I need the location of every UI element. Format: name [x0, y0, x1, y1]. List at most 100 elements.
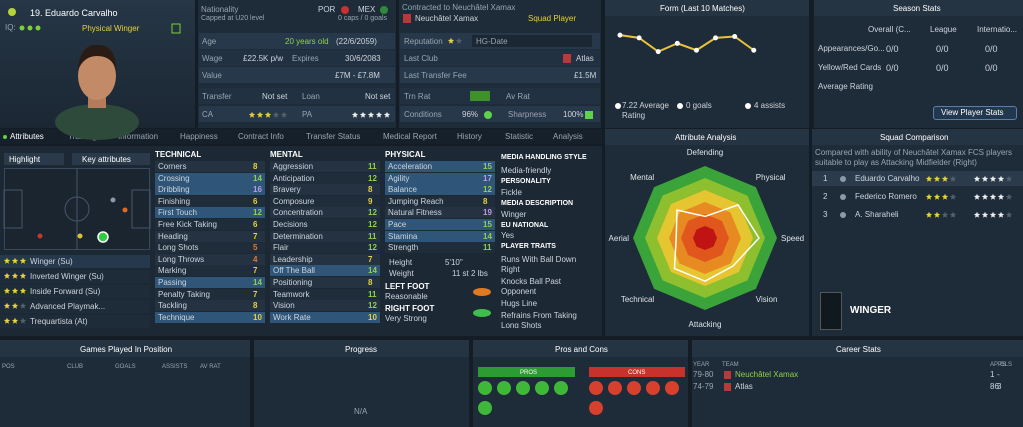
star-icon [248, 111, 256, 118]
media-heading: MEDIA HANDLING STYLE [501, 154, 587, 161]
info-row [199, 88, 395, 104]
attr-row [155, 265, 265, 277]
label: Trn Rat [404, 92, 431, 101]
form-line [619, 34, 755, 53]
info-row [199, 33, 395, 49]
season-title: Season Stats [893, 4, 941, 13]
attr-name: Natural Fitness [388, 208, 442, 218]
crest [724, 371, 731, 379]
expires: 30/6/2083 [345, 54, 381, 63]
tab[interactable]: Medical Report [383, 132, 437, 141]
key-attributes[interactable]: Key attributes [82, 155, 131, 164]
attr-row [270, 207, 380, 219]
star-icon [1005, 211, 1013, 218]
attr-value: 16 [253, 185, 262, 195]
wage: £22.5K p/w [243, 54, 284, 63]
star-icon [941, 211, 949, 218]
column-header: GOALS [115, 364, 136, 370]
trait: Knocks Ball Past Opponent [501, 277, 562, 296]
radar-label: Physical [756, 173, 786, 182]
tab[interactable]: History [457, 132, 482, 141]
flag [341, 6, 349, 14]
assists: 4 assists [754, 101, 786, 110]
attr-value: 14 [483, 231, 492, 241]
avg-icon [615, 103, 621, 109]
squad-row [812, 171, 1023, 186]
attr-row [270, 311, 380, 323]
squad-player: A. Sharaheli [855, 210, 899, 219]
attr-value: 8 [368, 185, 373, 195]
column-header: League [930, 25, 957, 34]
view-stats-button [933, 106, 1017, 120]
section-title: TECHNICAL [155, 150, 202, 159]
attr-row [155, 207, 265, 219]
section-title: MENTAL [270, 150, 303, 159]
star-icon [981, 193, 989, 200]
career-cell: Atlas [735, 382, 753, 391]
attr-row [270, 265, 380, 277]
attr-value: 14 [368, 266, 377, 276]
tab[interactable]: Happiness [180, 132, 218, 141]
attr-name: Aggression [273, 162, 314, 171]
role[interactable]: Advanced Playmak... [30, 302, 106, 311]
squad-player: Federico Romero [855, 192, 917, 201]
label: Wage [202, 54, 223, 63]
star-icon [447, 37, 455, 44]
tab[interactable]: Contract Info [238, 132, 284, 141]
form-point [636, 35, 642, 41]
caps-note: Capped at U20 level [201, 15, 265, 22]
tab[interactable]: Information [118, 132, 159, 141]
form-point [751, 47, 757, 53]
form-point [732, 34, 738, 39]
attr-row [385, 172, 495, 184]
pros-bar [478, 367, 575, 377]
form-header [605, 0, 809, 16]
tab[interactable]: Transfer Status [306, 132, 361, 141]
role-row [0, 270, 150, 283]
tab-dot [3, 135, 7, 139]
tab[interactable]: Statistic [505, 132, 534, 141]
column-header: APPS [990, 362, 1007, 368]
attr-row [270, 253, 380, 265]
star-icon [375, 111, 383, 118]
attr-value: 11 [368, 289, 377, 299]
star-icon [925, 193, 933, 200]
role[interactable]: Trequartista (At) [30, 317, 88, 326]
attr-value: 7 [253, 266, 258, 276]
position: WINGER [850, 305, 892, 316]
label: Weight [389, 269, 414, 278]
star-icon [3, 317, 11, 324]
nation: MEX [358, 5, 376, 14]
attr-row [155, 184, 265, 196]
contract-row [400, 106, 600, 122]
star-icon [981, 211, 989, 218]
key-dropdown [72, 153, 150, 165]
crest [403, 14, 411, 23]
radar-label: Technical [621, 295, 655, 304]
pro-icon [516, 381, 530, 395]
attr-value: 17 [483, 173, 492, 183]
role[interactable]: Winger (Su) [30, 257, 73, 266]
attr-value: 12 [483, 185, 492, 195]
star-icon [1005, 175, 1013, 182]
view-stats[interactable]: View Player Stats [941, 108, 1004, 117]
role-row [0, 300, 150, 313]
radar-band [693, 226, 717, 250]
role[interactable]: Inside Forward (Su) [30, 287, 101, 296]
role[interactable]: Inverted Winger (Su) [30, 272, 104, 281]
highlight-dropdown [4, 153, 64, 165]
con-icon [589, 401, 603, 415]
age: 20 years old [285, 37, 329, 46]
section-title: PHYSICAL [385, 150, 426, 159]
info-row [199, 67, 395, 83]
squad-note: Compared with ability of Neuchâtel Xamax… [815, 148, 1012, 167]
attr-row [385, 219, 495, 230]
analysis-header [605, 129, 809, 145]
tab[interactable]: Analysis [553, 132, 583, 141]
attr-value: 11 [368, 231, 377, 241]
weight: 11 st 2 lbs [452, 269, 488, 278]
tab[interactable]: Attributes [10, 132, 44, 141]
highlight[interactable]: Highlight [9, 155, 41, 164]
con-icon [627, 381, 641, 395]
conditions: 96% [462, 110, 479, 119]
